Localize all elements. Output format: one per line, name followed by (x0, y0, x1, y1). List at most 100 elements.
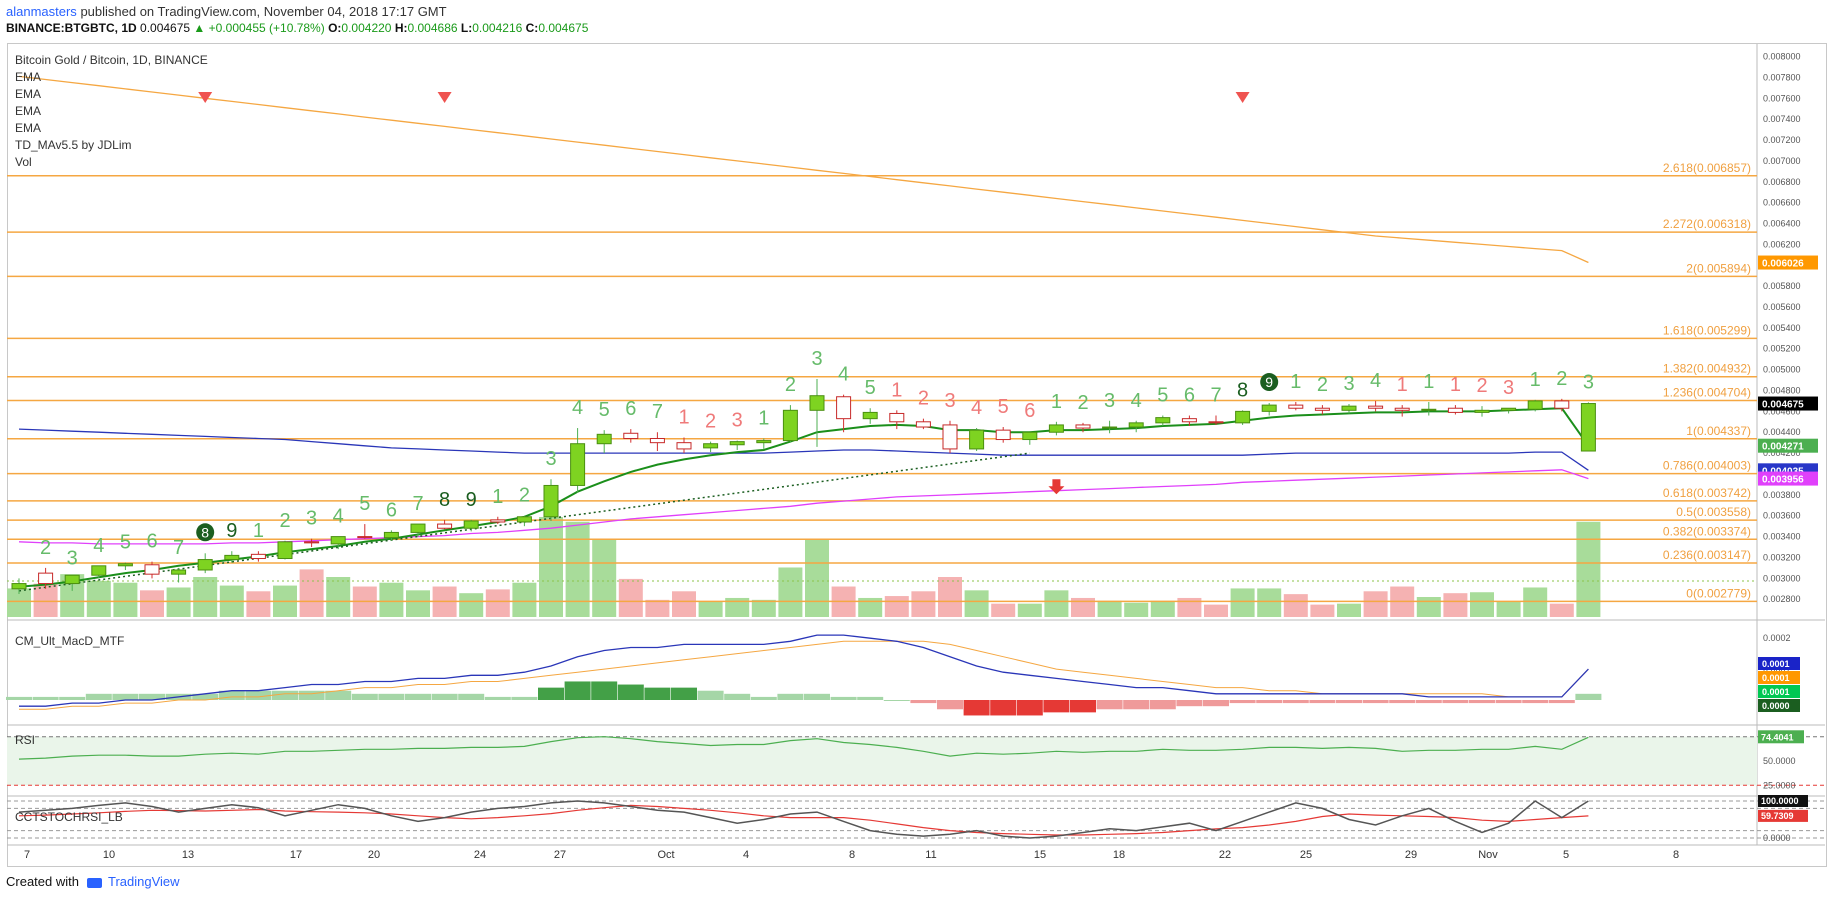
time-tick-label: 25 (1300, 849, 1312, 861)
candle (836, 396, 852, 420)
ema-blue-line (18, 428, 1589, 471)
time-tick-label: 18 (1113, 849, 1125, 861)
fib-label: 1.618(0.005299) (1663, 323, 1751, 337)
legend-ema-2[interactable]: EMA (15, 87, 42, 101)
legend-td[interactable]: TD_MAv5.5 by JDLim (15, 138, 132, 152)
candle (1474, 409, 1490, 413)
price-tick-label: 0.004400 (1763, 427, 1801, 437)
candle (357, 536, 373, 539)
rsi-tag-label: 74.4041 (1761, 732, 1794, 742)
fib-levels: 0(0.002779) 0.236(0.003147) 0.382(0.003374… (7, 161, 1757, 603)
td-count-label: 4 (838, 364, 849, 386)
candle (1261, 404, 1277, 412)
time-tick-label: 11 (925, 849, 936, 861)
macd-histogram-bar (1415, 700, 1442, 704)
macd-histogram-bar (1282, 700, 1309, 704)
rsi-pane-title[interactable]: RSI (15, 733, 36, 747)
rsi-tick-label: 25.0000 (1763, 780, 1796, 790)
price-tick-label: 0.004600 (1763, 406, 1801, 416)
candle (756, 440, 772, 444)
footer-brand[interactable]: TradingView (107, 874, 180, 889)
time-tick-label: 4 (743, 849, 749, 861)
td-count-label: 2 (785, 374, 796, 396)
macd-histogram-bar (85, 693, 112, 700)
td-count-label: 2 (1077, 392, 1088, 414)
legend-ema-3[interactable]: EMA (15, 104, 42, 118)
fib-label: 1.236(0.004704) (1663, 386, 1751, 400)
macd-histogram-bar (431, 693, 458, 700)
legend-title[interactable]: Bitcoin Gold / Bitcoin, 1D, BINANCE (15, 53, 208, 67)
candle (703, 443, 719, 449)
macd-histogram-bar (1575, 693, 1602, 700)
author-link[interactable]: alanmasters (6, 4, 77, 19)
price-axis: 0.008000 0.007800 0.007600 0.007400 0.007200… (1763, 52, 1801, 605)
macd-tag (1758, 657, 1800, 670)
td-count-label: 1 (1450, 374, 1461, 396)
price-tick-label: 0.004800 (1763, 385, 1801, 395)
price-tick-label: 0.006800 (1763, 177, 1801, 187)
candle (437, 523, 453, 529)
macd-histogram-bar (671, 687, 697, 700)
volume-bar (1416, 597, 1441, 617)
td-count-label: 3 (811, 348, 822, 370)
macd-histogram-bar (192, 693, 219, 700)
candle (277, 541, 293, 560)
td-count-label: 3 (306, 508, 317, 530)
candle (623, 432, 639, 439)
volume-bar (698, 601, 723, 617)
macd-histogram-bar (857, 696, 884, 700)
stoch-k-line (18, 800, 1589, 839)
td-count-label: 1 (678, 406, 689, 428)
legend-ema-1[interactable]: EMA (15, 70, 42, 84)
close-value: 0.004675 (538, 21, 589, 35)
volume-bar (379, 582, 404, 617)
publish-line: alanmasters published on TradingView.com… (6, 4, 447, 19)
td-count-label: 9 (1265, 374, 1273, 390)
price-tick-label: 0.003800 (1763, 490, 1801, 500)
ohlc-line: BINANCE:BTGBTC, 1D 0.004675 ▲ +0.000455 … (6, 21, 588, 35)
candle (1554, 400, 1570, 409)
macd-histogram-bar (1309, 700, 1336, 704)
chart-frame (7, 43, 1827, 867)
macd-histogram-bar (1548, 700, 1575, 704)
stoch-pane-title[interactable]: CCTSTOCHRSI_LB (15, 810, 123, 824)
volume-bar (1283, 594, 1308, 617)
time-tick-label: 22 (1219, 849, 1231, 861)
macd-pane-title[interactable]: CM_Ult_MacD_MTF (15, 634, 125, 648)
price-tick-label: 0.006400 (1763, 219, 1801, 229)
td-count-label: 1 (1397, 374, 1408, 396)
price-tag (1758, 438, 1818, 453)
td-count-label: 2 (705, 411, 716, 433)
volume-series (7, 517, 1601, 617)
td-count-label: 4 (572, 397, 583, 419)
time-tick-label: 15 (1034, 849, 1046, 861)
sell-signal-icon (437, 92, 452, 103)
volume-bar (140, 590, 164, 617)
sell-signal-icon (198, 92, 213, 103)
legend-vol[interactable]: Vol (15, 155, 32, 169)
candle (995, 429, 1011, 441)
price-tick-label: 0.003400 (1763, 532, 1801, 542)
last-price: 0.004675 (140, 21, 191, 35)
candle (224, 554, 240, 561)
volume-bar (1443, 593, 1468, 617)
price-tick-label: 0.003000 (1763, 573, 1801, 583)
macd-histogram-bar (937, 700, 963, 710)
td-count-label: 5 (865, 377, 876, 399)
candle (809, 395, 825, 411)
td-count-label: 8 (439, 489, 450, 511)
macd-histogram-bar (1469, 700, 1495, 704)
candle (1235, 410, 1251, 424)
macd-tag-label: 0.0001 (1762, 659, 1790, 669)
td-count-label: 1 (891, 379, 902, 401)
macd-histogram-bar (591, 681, 618, 700)
legend-ema-4[interactable]: EMA (15, 121, 42, 135)
td-count-label: 9 (466, 489, 477, 511)
candle (1022, 431, 1038, 441)
td-count-label: 7 (412, 493, 423, 515)
volume-bar (1310, 604, 1335, 617)
rsi-band (7, 736, 1757, 786)
macd-histogram-bar (1043, 700, 1070, 713)
candle (1075, 424, 1091, 429)
